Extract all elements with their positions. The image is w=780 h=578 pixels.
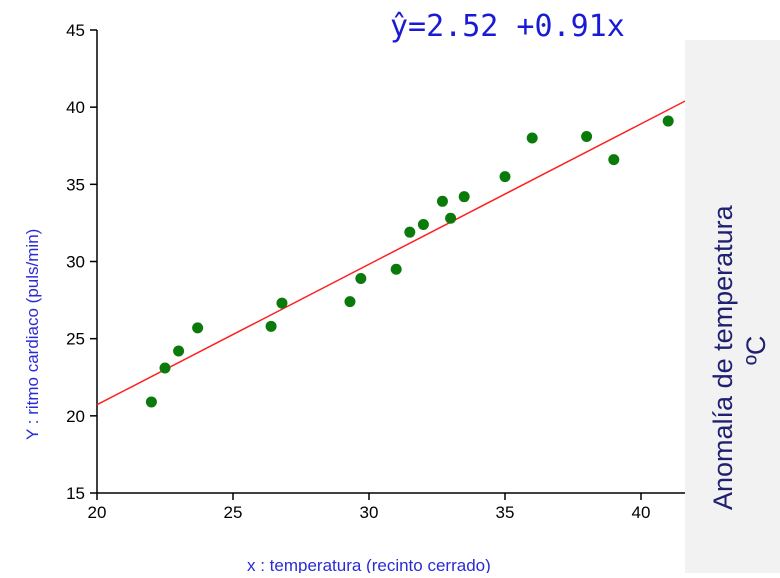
data-point [608, 154, 620, 166]
data-point [159, 362, 171, 374]
regression-line-group [96, 95, 696, 406]
side-caption-line2: ºC [741, 336, 771, 365]
y-tick-label: 35 [66, 175, 85, 194]
y-tick-label: 15 [66, 484, 85, 503]
data-point [390, 263, 402, 275]
y-axis-title: Y : ritmo cardiaco (puls/min) [23, 229, 42, 440]
regression-line [96, 95, 696, 406]
x-tick-label: 25 [224, 503, 243, 522]
data-point [276, 297, 288, 309]
x-tick-label: 35 [496, 503, 515, 522]
data-point [445, 212, 457, 224]
data-point [265, 320, 277, 332]
data-point [662, 115, 674, 127]
data-point [417, 218, 429, 230]
y-tick-label: 20 [66, 407, 85, 426]
y-tick-label: 25 [66, 330, 85, 349]
data-point [355, 272, 367, 284]
regression-equation: ŷ=2.52 +0.91x [390, 9, 625, 44]
data-point [344, 296, 356, 308]
x-axis-title: x : temperatura (recinto cerrado) [247, 556, 491, 573]
side-caption-line1: Anomalía de temperatura [708, 204, 738, 510]
data-point [581, 130, 593, 142]
x-tick-label: 30 [360, 503, 379, 522]
data-point [458, 191, 470, 203]
axes [96, 30, 690, 494]
y-tick-label: 40 [66, 98, 85, 117]
data-point [192, 322, 204, 334]
data-point [526, 132, 538, 144]
y-tick-label: 45 [66, 21, 85, 40]
side-panel: Anomalía de temperatura ºC [685, 40, 780, 573]
data-points [145, 115, 674, 408]
data-point [404, 226, 416, 238]
x-tick-label: 40 [632, 503, 651, 522]
data-point [145, 396, 157, 408]
data-point [436, 195, 448, 207]
data-point [173, 345, 185, 357]
y-tick-label: 30 [66, 253, 85, 272]
data-point [499, 171, 511, 183]
x-tick-label: 20 [88, 503, 107, 522]
